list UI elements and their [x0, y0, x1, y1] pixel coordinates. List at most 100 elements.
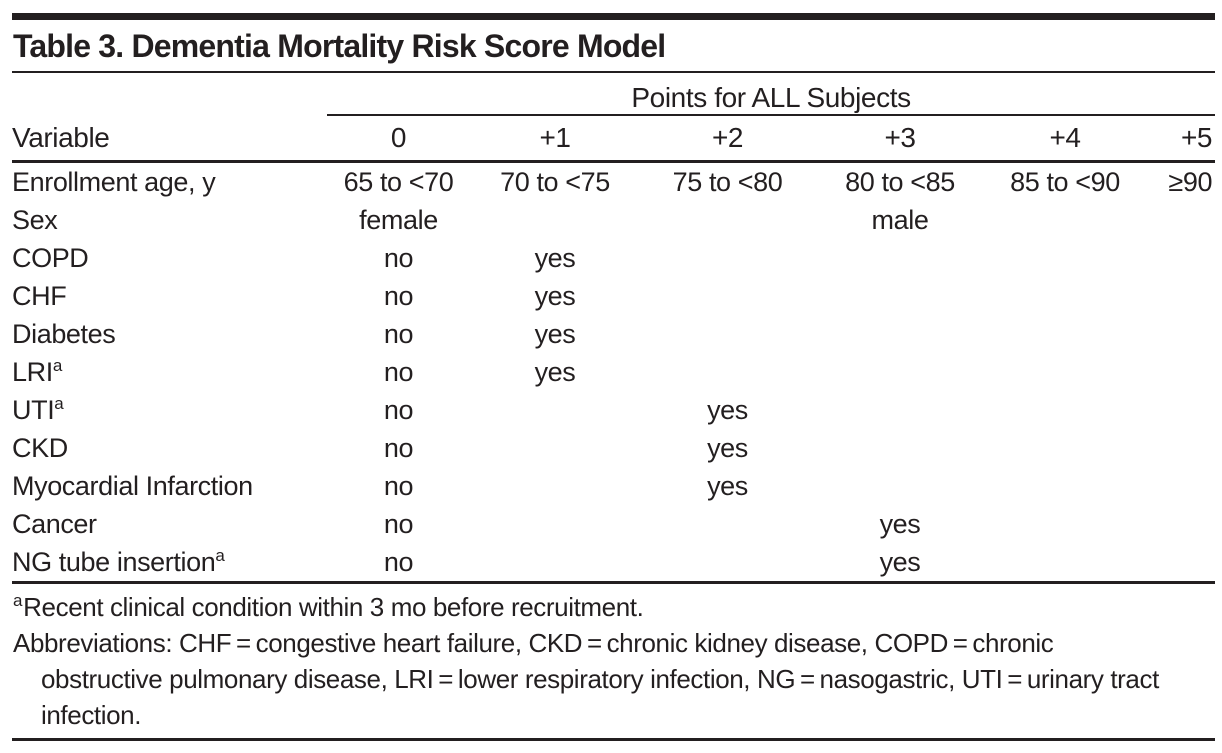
row-label: Enrollment age, y — [12, 167, 216, 197]
column-header-plus3: +3 — [815, 115, 985, 163]
table-row-cancer: Cancer no yes — [12, 505, 1215, 543]
point-cell: no — [383, 547, 414, 577]
spanner-spacer — [12, 73, 327, 115]
row-label: NG tube insertion — [12, 547, 216, 577]
row-label: LRI — [12, 357, 53, 387]
point-cell — [815, 429, 985, 467]
point-cell: yes — [707, 395, 748, 425]
point-cell — [470, 201, 640, 239]
point-cell: yes — [879, 509, 921, 539]
column-header-row: Variable 0 +1 +2 +3 +4 +5 — [12, 115, 1216, 163]
table-row-lri: LRIa no yes — [12, 353, 1215, 391]
point-cell — [1145, 391, 1215, 429]
footnote-abbreviations: Abbreviations: CHF = congestive heart fa… — [13, 628, 1159, 730]
footnote-a-marker: a — [13, 591, 23, 611]
point-cell — [985, 239, 1145, 277]
point-cell — [985, 353, 1145, 391]
footnotes: aRecent clinical condition within 3 mo b… — [12, 584, 1178, 733]
table-row-sex: Sex female male — [12, 201, 1215, 239]
column-header-plus1: +1 — [470, 115, 640, 163]
row-label-cell: Enrollment age, y — [12, 162, 327, 202]
point-cell — [815, 239, 985, 277]
point-cell — [985, 429, 1145, 467]
table-row-ng-tube-insertion: NG tube insertiona no yes — [12, 543, 1215, 583]
point-cell — [985, 505, 1145, 543]
row-label-cell: Sex — [12, 201, 327, 239]
row-label-cell: LRIa — [12, 353, 327, 391]
row-label-cell: NG tube insertiona — [12, 543, 327, 583]
row-label-cell: CKD — [12, 429, 327, 467]
point-cell — [1145, 315, 1215, 353]
row-label: UTI — [12, 395, 55, 425]
column-header-plus2: +2 — [640, 115, 815, 163]
point-cell — [1145, 239, 1215, 277]
point-cell — [470, 391, 640, 429]
table-title: Table 3. Dementia Mortality Risk Score M… — [12, 20, 1215, 73]
point-cell: 75 to <80 — [672, 167, 783, 197]
row-label-superscript: a — [54, 394, 64, 413]
point-cell: no — [383, 281, 414, 311]
point-cell: no — [383, 433, 414, 463]
footnote-recent-condition: aRecent clinical condition within 3 mo b… — [13, 589, 1178, 625]
risk-score-table: Points for ALL Subjects Variable 0 +1 +2… — [12, 73, 1216, 584]
point-cell — [470, 467, 640, 505]
point-cell — [985, 467, 1145, 505]
point-cell: female — [359, 205, 438, 235]
point-cell: male — [871, 205, 929, 235]
point-cell — [1145, 429, 1215, 467]
row-label-superscript: a — [52, 356, 62, 375]
point-cell — [985, 201, 1145, 239]
point-cell — [815, 315, 985, 353]
point-cell — [470, 543, 640, 583]
top-rule — [12, 13, 1215, 20]
spanner-row: Points for ALL Subjects — [12, 73, 1216, 116]
row-label-cell: Diabetes — [12, 315, 327, 353]
table-row-chf: CHF no yes — [12, 277, 1215, 315]
point-cell — [1145, 505, 1215, 543]
row-label-cell: Myocardial Infarction — [12, 467, 327, 505]
point-cell — [470, 429, 640, 467]
point-cell — [815, 277, 985, 315]
row-label-cell: COPD — [12, 239, 327, 277]
point-cell: yes — [534, 319, 576, 349]
point-cell — [1145, 353, 1215, 391]
point-cell: ≥90 — [1168, 167, 1213, 197]
point-cell — [640, 201, 815, 239]
row-label-cell: Cancer — [12, 505, 327, 543]
point-cell: no — [383, 509, 414, 539]
bottom-rule — [12, 738, 1215, 741]
table-row-copd: COPD no yes — [12, 239, 1215, 277]
point-cell: 70 to <75 — [500, 167, 610, 197]
point-cell — [985, 277, 1145, 315]
row-label: COPD — [12, 243, 89, 273]
row-label-cell: CHF — [12, 277, 327, 315]
row-label: Cancer — [12, 509, 97, 539]
point-cell: yes — [534, 281, 576, 311]
point-cell — [1145, 277, 1215, 315]
row-label: Diabetes — [12, 319, 116, 349]
row-label: CHF — [12, 281, 67, 311]
point-cell: 85 to <90 — [1010, 167, 1120, 197]
point-cell — [640, 353, 815, 391]
row-label: CKD — [12, 433, 68, 463]
table-row-ckd: CKD no yes — [12, 429, 1215, 467]
column-header-plus4: +4 — [985, 115, 1145, 163]
point-cell — [1145, 201, 1215, 239]
row-label-superscript: a — [215, 546, 225, 565]
table-row-myocardial-infarction: Myocardial Infarction no yes — [12, 467, 1215, 505]
point-cell — [1145, 543, 1215, 583]
point-cell: no — [383, 243, 414, 273]
point-cell: yes — [879, 547, 921, 577]
point-cell: no — [383, 357, 414, 387]
point-cell — [1145, 467, 1215, 505]
point-cell: no — [383, 395, 414, 425]
point-cell: yes — [707, 471, 748, 501]
point-cell: yes — [707, 433, 748, 463]
table-row-uti: UTIa no yes — [12, 391, 1215, 429]
point-cell: yes — [534, 243, 576, 273]
point-cell — [470, 505, 640, 543]
row-label: Myocardial Infarction — [12, 471, 253, 501]
point-cell — [985, 315, 1145, 353]
point-cell — [640, 239, 815, 277]
